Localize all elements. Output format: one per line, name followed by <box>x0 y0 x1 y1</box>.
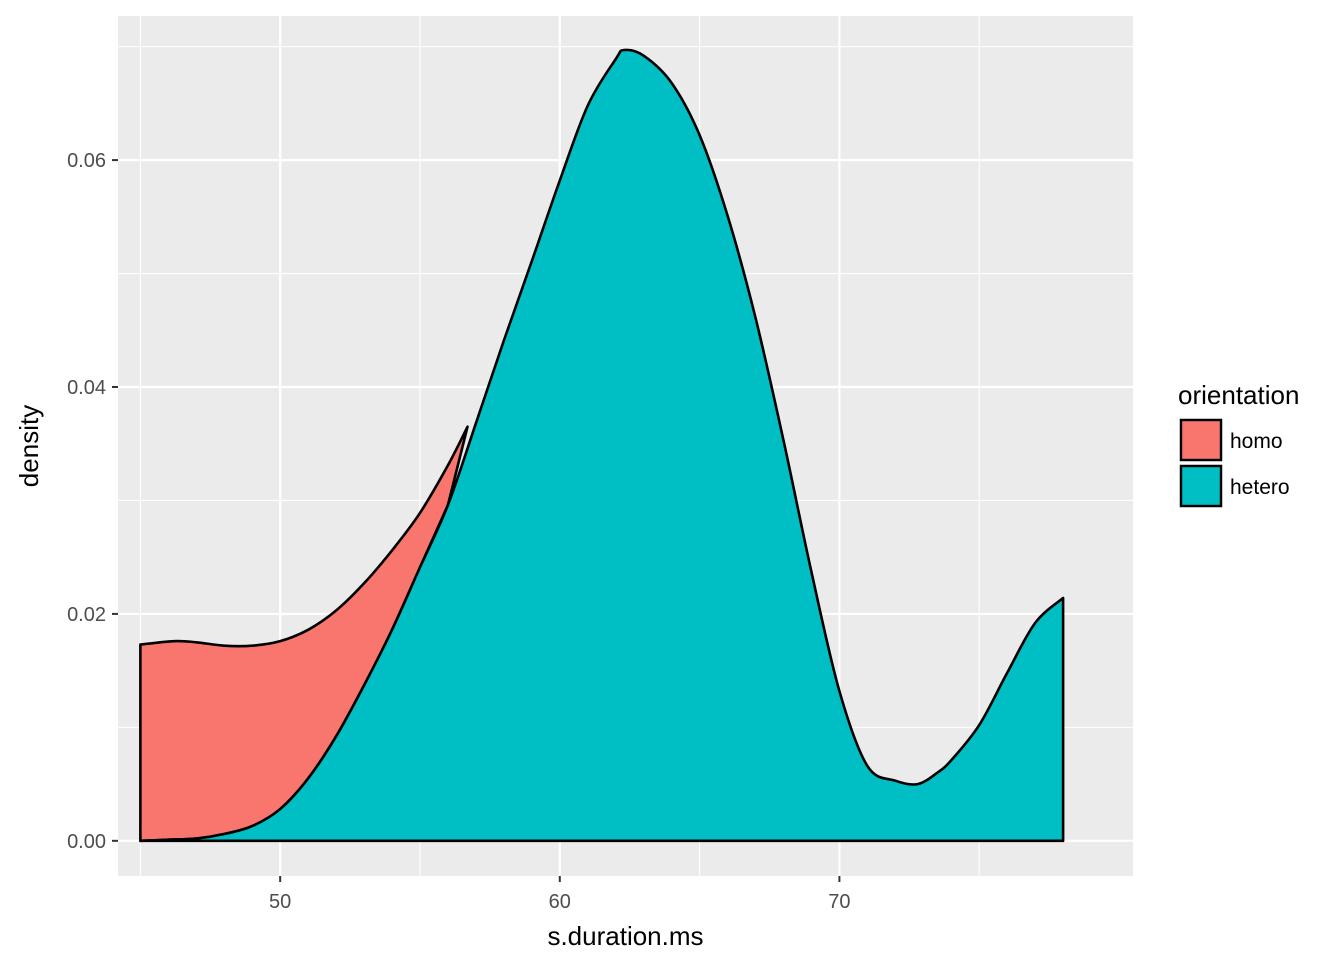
legend-title: orientation <box>1178 380 1299 410</box>
y-tick-label: 0.04 <box>67 377 106 399</box>
legend-label-homo: homo <box>1230 430 1283 453</box>
legend-swatch-homo <box>1179 418 1223 462</box>
legend: orientation homo hetero <box>1178 380 1299 508</box>
x-tick-label: 60 <box>549 891 571 913</box>
y-tick-label: 0.06 <box>67 150 106 172</box>
x-tick-label: 70 <box>828 891 850 913</box>
axis-layer: 50 60 70 0.00 0.02 0.04 0.06 <box>67 150 850 913</box>
x-axis-title: s.duration.ms <box>547 921 703 951</box>
series-layer <box>139 48 1065 843</box>
legend-swatch-hetero <box>1179 464 1223 508</box>
legend-label-hetero: hetero <box>1230 476 1290 499</box>
x-tick-label: 50 <box>269 891 291 913</box>
y-tick-label: 0.02 <box>67 604 106 626</box>
y-tick-label: 0.00 <box>67 831 106 853</box>
series-hetero-area <box>139 48 1065 843</box>
y-axis-title: density <box>14 405 44 487</box>
